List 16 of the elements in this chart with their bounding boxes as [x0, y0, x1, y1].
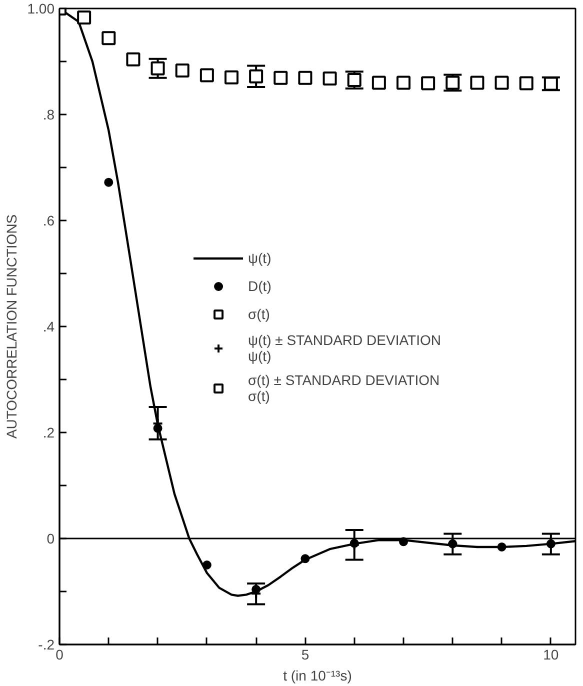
legend-label: D(t) — [248, 277, 272, 296]
legend-label: ψ(t) ± STANDARD DEVIATION ψ(t) — [248, 332, 441, 364]
y-tick-label: .6 — [42, 212, 55, 228]
y-tick-label: -.2 — [38, 636, 55, 652]
x-tick-label: 5 — [301, 646, 310, 662]
legend-label: ψ(t) — [248, 249, 272, 268]
legend-label: σ(t) ± STANDARD DEVIATION σ(t) — [248, 372, 440, 404]
x-axis-title: t (in 10⁻¹³s) — [283, 668, 352, 684]
x-tick-label: 10 — [543, 646, 559, 662]
y-tick-label: 0 — [46, 530, 55, 546]
y-axis-title: AUTOCORRELATION FUNCTIONS — [3, 214, 20, 439]
y-tick-label: .4 — [42, 318, 55, 334]
y-tick-label: .2 — [42, 424, 55, 440]
y-tick-label: 1.00 — [27, 0, 55, 16]
legend-label: σ(t) — [248, 305, 270, 324]
y-tick-label: .8 — [42, 106, 55, 122]
